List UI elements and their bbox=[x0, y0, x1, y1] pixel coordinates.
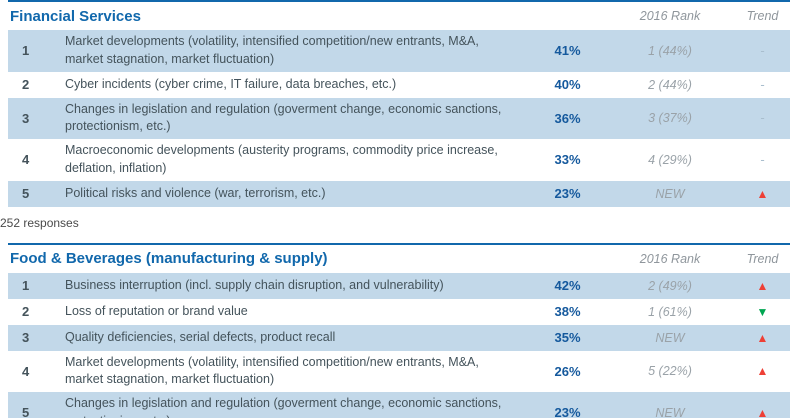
row-percent: 23% bbox=[554, 405, 581, 418]
responses-note: 252 responses bbox=[0, 215, 79, 230]
table-title: Financial Services bbox=[10, 7, 141, 25]
row-2016-rank: NEW bbox=[655, 186, 685, 201]
row-rank: 2 bbox=[22, 77, 30, 92]
trend-flat-icon: - bbox=[760, 42, 765, 58]
row-description: Changes in legislation and regulation (g… bbox=[65, 101, 502, 134]
row-description: Loss of reputation or brand value bbox=[65, 303, 248, 318]
row-percent: 36% bbox=[554, 110, 581, 126]
row-rank: 5 bbox=[22, 186, 30, 201]
row-rank: 3 bbox=[22, 110, 30, 126]
table-row: 2 Loss of reputation or brand value 38% … bbox=[8, 299, 790, 325]
row-2016-rank: 5 (22%) bbox=[648, 364, 692, 379]
row-rank: 3 bbox=[22, 330, 30, 345]
table-row: 3 Changes in legislation and regulation … bbox=[8, 97, 790, 139]
column-header-2016-rank: 2016 Rank bbox=[639, 251, 701, 266]
row-percent: 41% bbox=[554, 43, 581, 59]
table-row: 1 Business interruption (incl. supply ch… bbox=[8, 272, 790, 299]
trend-up-icon: ▲ bbox=[756, 186, 769, 201]
row-2016-rank: 1 (61%) bbox=[648, 304, 692, 319]
table-header: Financial Services 2016 Rank Trend bbox=[8, 2, 790, 30]
trend-flat-icon: - bbox=[760, 151, 765, 167]
row-percent: 38% bbox=[554, 304, 581, 319]
row-description: Market developments (volatility, intensi… bbox=[65, 354, 479, 387]
row-description: Political risks and violence (war, terro… bbox=[65, 185, 326, 200]
row-2016-rank: NEW bbox=[655, 330, 685, 345]
row-percent: 35% bbox=[554, 330, 581, 345]
row-rank: 2 bbox=[22, 304, 30, 319]
table-header: Food & Beverages (manufacturing & supply… bbox=[8, 245, 790, 273]
table-row: 4 Market developments (volatility, inten… bbox=[8, 351, 790, 393]
row-rank: 1 bbox=[22, 278, 30, 293]
row-percent: 42% bbox=[554, 278, 581, 293]
row-2016-rank: 3 (37%) bbox=[648, 111, 692, 126]
row-percent: 23% bbox=[554, 186, 581, 201]
row-rank: 4 bbox=[22, 363, 30, 379]
trend-up-icon: ▲ bbox=[756, 278, 769, 293]
row-rank: 1 bbox=[22, 43, 30, 59]
row-description: Quality deficiencies, serial defects, pr… bbox=[65, 329, 336, 344]
trend-flat-icon: - bbox=[760, 76, 765, 92]
table-title: Food & Beverages (manufacturing & supply… bbox=[10, 250, 328, 267]
table-row: 1 Market developments (volatility, inten… bbox=[8, 30, 790, 72]
top-rule bbox=[8, 0, 790, 2]
row-2016-rank: 2 (49%) bbox=[648, 278, 692, 293]
column-header-2016-rank: 2016 Rank bbox=[639, 9, 701, 23]
top-rule bbox=[8, 242, 790, 245]
row-2016-rank: 4 (29%) bbox=[648, 152, 692, 167]
column-header-trend: Trend bbox=[746, 251, 779, 266]
row-percent: 40% bbox=[554, 77, 581, 92]
section-gap bbox=[0, 230, 800, 243]
row-description: Business interruption (incl. supply chai… bbox=[65, 277, 444, 292]
row-description: Market developments (volatility, intensi… bbox=[65, 34, 479, 66]
column-header-trend: Trend bbox=[746, 9, 779, 23]
row-description: Cyber incidents (cyber crime, IT failure… bbox=[65, 76, 397, 91]
row-percent: 33% bbox=[554, 152, 581, 168]
trend-up-icon: ▲ bbox=[756, 405, 769, 418]
row-percent: 26% bbox=[554, 363, 581, 379]
row-description: Macroeconomic developments (austerity pr… bbox=[65, 143, 498, 175]
row-rank: 4 bbox=[22, 152, 30, 168]
trend-up-icon: ▲ bbox=[756, 364, 769, 379]
trend-up-icon: ▲ bbox=[756, 330, 769, 345]
table-row: 4 Macroeconomic developments (austerity … bbox=[8, 139, 790, 181]
table-row: 3 Quality deficiencies, serial defects, … bbox=[8, 324, 790, 351]
row-description: Changes in legislation and regulation (g… bbox=[65, 396, 502, 418]
row-2016-rank: NEW bbox=[655, 405, 685, 418]
table-row: 2 Cyber incidents (cyber crime, IT failu… bbox=[8, 72, 790, 98]
table-financial-services: Financial Services 2016 Rank Trend 1 Mar… bbox=[0, 0, 790, 230]
row-rank: 5 bbox=[22, 405, 30, 418]
trend-down-icon: ▼ bbox=[756, 304, 769, 319]
table-food-beverages: Food & Beverages (manufacturing & supply… bbox=[0, 242, 800, 418]
trend-flat-icon: - bbox=[760, 110, 765, 126]
row-2016-rank: 1 (44%) bbox=[648, 43, 692, 58]
row-2016-rank: 2 (44%) bbox=[648, 77, 692, 92]
table-row: 5 Political risks and violence (war, ter… bbox=[8, 180, 790, 207]
table-row: 5 Changes in legislation and regulation … bbox=[8, 392, 790, 418]
